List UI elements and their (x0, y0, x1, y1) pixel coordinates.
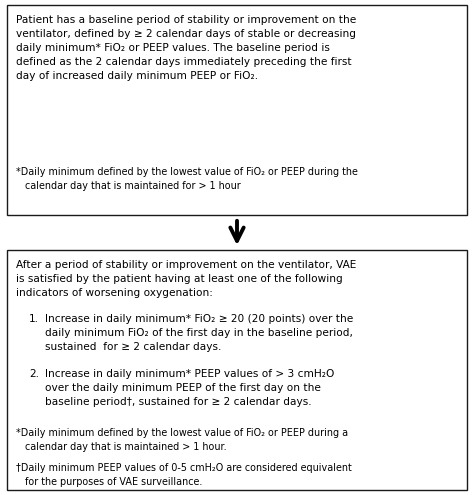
FancyBboxPatch shape (7, 250, 467, 490)
Text: After a period of stability or improvement on the ventilator, VAE
is satisfied b: After a period of stability or improveme… (16, 260, 356, 298)
Text: Increase in daily minimum* FiO₂ ≥ 20 (20 points) over the
daily minimum FiO₂ of : Increase in daily minimum* FiO₂ ≥ 20 (20… (45, 314, 353, 352)
Text: *Daily minimum defined by the lowest value of FiO₂ or PEEP during a
   calendar : *Daily minimum defined by the lowest val… (16, 428, 348, 451)
Text: †Daily minimum PEEP values of 0-5 cmH₂O are considered equivalent
   for the pur: †Daily minimum PEEP values of 0-5 cmH₂O … (16, 463, 352, 487)
Text: 1.: 1. (29, 314, 39, 324)
Text: *Daily minimum defined by the lowest value of FiO₂ or PEEP during the
   calenda: *Daily minimum defined by the lowest val… (16, 167, 358, 191)
FancyBboxPatch shape (7, 5, 467, 215)
Text: 2.: 2. (29, 369, 39, 379)
Text: Patient has a baseline period of stability or improvement on the
ventilator, def: Patient has a baseline period of stabili… (16, 15, 356, 81)
Text: Increase in daily minimum* PEEP values of > 3 cmH₂O
over the daily minimum PEEP : Increase in daily minimum* PEEP values o… (45, 369, 334, 407)
